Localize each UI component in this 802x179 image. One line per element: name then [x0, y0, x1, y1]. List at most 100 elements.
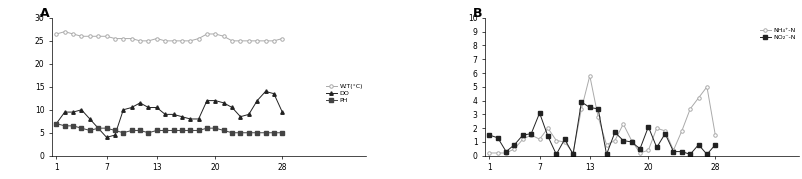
PH — [210, 127, 220, 129]
NO₂⁻-N — [693, 144, 703, 146]
DO — [60, 111, 70, 113]
PH — [261, 132, 270, 134]
DO — [102, 136, 111, 138]
W.T(°C) — [135, 40, 144, 42]
W.T(°C) — [127, 38, 136, 40]
PH — [227, 132, 237, 134]
W.T(°C) — [219, 35, 229, 37]
NO₂⁻-N — [526, 133, 536, 135]
NO₂⁻-N — [659, 133, 669, 135]
NO₂⁻-N — [484, 134, 493, 136]
W.T(°C) — [60, 31, 70, 33]
W.T(°C) — [193, 38, 203, 40]
Line: NO₂⁻-N: NO₂⁻-N — [487, 100, 716, 156]
DO — [261, 90, 270, 93]
PH — [235, 132, 245, 134]
W.T(°C) — [144, 40, 153, 42]
DO — [277, 111, 287, 113]
W.T(°C) — [177, 40, 187, 42]
NH₄⁺-N — [484, 152, 493, 154]
NO₂⁻-N — [626, 141, 636, 143]
W.T(°C) — [119, 38, 128, 40]
DO — [235, 116, 245, 118]
NH₄⁺-N — [685, 108, 695, 110]
DO — [210, 100, 220, 102]
DO — [93, 127, 103, 129]
W.T(°C) — [227, 40, 237, 42]
DO — [51, 122, 61, 125]
NO₂⁻-N — [634, 148, 644, 150]
NH₄⁺-N — [651, 127, 661, 129]
Legend: W.T(°C), DO, PH: W.T(°C), DO, PH — [325, 84, 363, 103]
W.T(°C) — [93, 35, 103, 37]
W.T(°C) — [235, 40, 245, 42]
PH — [144, 132, 153, 134]
NH₄⁺-N — [593, 116, 602, 118]
NH₄⁺-N — [701, 86, 711, 88]
NH₄⁺-N — [584, 75, 593, 77]
DO — [227, 106, 237, 108]
NO₂⁻-N — [584, 106, 593, 108]
DO — [193, 118, 203, 120]
NH₄⁺-N — [576, 108, 585, 110]
W.T(°C) — [168, 40, 178, 42]
NH₄⁺-N — [710, 134, 719, 136]
NO₂⁻-N — [701, 153, 711, 155]
NH₄⁺-N — [642, 149, 652, 151]
PH — [135, 129, 144, 132]
NH₄⁺-N — [534, 138, 544, 140]
W.T(°C) — [152, 38, 161, 40]
DO — [85, 118, 95, 120]
PH — [202, 127, 212, 129]
DO — [119, 109, 128, 111]
PH — [152, 129, 161, 132]
NH₄⁺-N — [618, 123, 627, 125]
PH — [252, 132, 261, 134]
W.T(°C) — [261, 40, 270, 42]
Line: W.T(°C): W.T(°C) — [55, 30, 284, 43]
DO — [269, 93, 278, 95]
PH — [269, 132, 278, 134]
DO — [202, 100, 212, 102]
NH₄⁺-N — [542, 127, 552, 129]
W.T(°C) — [210, 33, 220, 35]
W.T(°C) — [51, 33, 61, 35]
NO₂⁻-N — [710, 144, 719, 146]
DO — [144, 106, 153, 108]
PH — [110, 129, 119, 132]
W.T(°C) — [185, 40, 195, 42]
W.T(°C) — [244, 40, 253, 42]
W.T(°C) — [202, 33, 212, 35]
W.T(°C) — [110, 38, 119, 40]
PH — [244, 132, 253, 134]
NO₂⁻-N — [651, 146, 661, 149]
DO — [152, 106, 161, 108]
NH₄⁺-N — [492, 152, 502, 154]
W.T(°C) — [102, 35, 111, 37]
NO₂⁻-N — [668, 151, 678, 153]
NH₄⁺-N — [526, 134, 536, 136]
PH — [68, 125, 78, 127]
NO₂⁻-N — [576, 101, 585, 103]
NO₂⁻-N — [593, 108, 602, 110]
DO — [135, 102, 144, 104]
PH — [51, 122, 61, 125]
W.T(°C) — [76, 35, 86, 37]
NO₂⁻-N — [517, 134, 527, 136]
PH — [177, 129, 187, 132]
PH — [219, 129, 229, 132]
NH₄⁺-N — [693, 97, 703, 99]
NH₄⁺-N — [626, 139, 636, 142]
NH₄⁺-N — [610, 139, 619, 142]
PH — [185, 129, 195, 132]
Line: NH₄⁺-N: NH₄⁺-N — [487, 74, 716, 155]
W.T(°C) — [277, 38, 287, 40]
NO₂⁻-N — [534, 112, 544, 114]
PH — [119, 132, 128, 134]
NO₂⁻-N — [568, 153, 577, 155]
NO₂⁻-N — [509, 144, 519, 146]
NH₄⁺-N — [634, 152, 644, 154]
NH₄⁺-N — [551, 139, 561, 142]
DO — [168, 113, 178, 115]
DO — [160, 113, 170, 115]
